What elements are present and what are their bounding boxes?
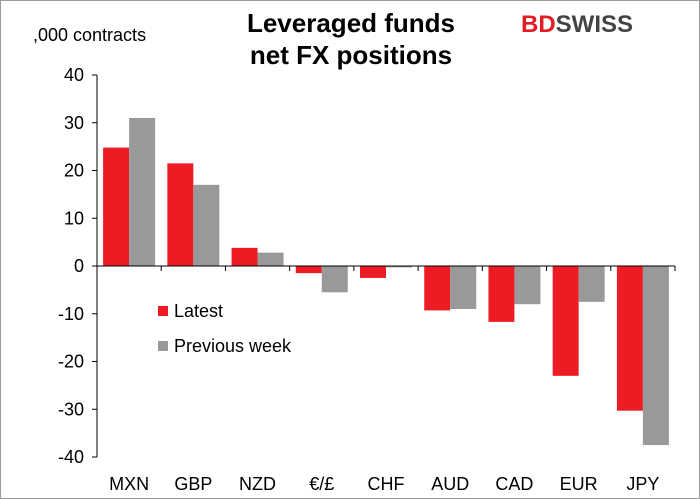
x-category-label: MXN bbox=[109, 474, 149, 494]
bar-previous-week-5 bbox=[450, 266, 477, 309]
x-category-label: GBP bbox=[174, 474, 212, 494]
bar-previous-week-7 bbox=[578, 266, 605, 302]
y-tick-label: 10 bbox=[64, 208, 84, 228]
legend-label-latest: Latest bbox=[174, 301, 223, 321]
legend-label-previous-week: Previous week bbox=[174, 336, 292, 356]
bar-previous-week-3 bbox=[321, 266, 348, 293]
chart-title: Leveraged funds net FX positions bbox=[151, 7, 551, 71]
bdswiss-logo: BDSWISS bbox=[521, 11, 633, 39]
bar-previous-week-6 bbox=[514, 266, 541, 305]
bar-latest-5 bbox=[424, 266, 451, 311]
bar-previous-week-1 bbox=[193, 184, 220, 266]
y-tick-label: -20 bbox=[58, 352, 84, 372]
chart-title-line-2: net FX positions bbox=[249, 40, 453, 70]
legend-swatch-previous-week bbox=[158, 341, 168, 351]
y-tick-label: -30 bbox=[58, 399, 84, 419]
bar-previous-week-4 bbox=[386, 266, 412, 268]
y-axis-unit-label: ,000 contracts bbox=[33, 25, 147, 45]
bar-latest-4 bbox=[360, 266, 386, 278]
x-category-label: €/£ bbox=[309, 474, 334, 494]
bar-previous-week-2 bbox=[257, 252, 284, 266]
y-tick-label: 20 bbox=[64, 161, 84, 181]
x-category-label: EUR bbox=[560, 474, 598, 494]
legend-swatch-latest bbox=[158, 306, 168, 316]
x-category-label: AUD bbox=[431, 474, 469, 494]
bar-latest-7 bbox=[552, 266, 579, 376]
y-tick-label: 0 bbox=[74, 256, 84, 276]
bar-latest-2 bbox=[231, 247, 258, 266]
x-category-label: NZD bbox=[239, 474, 276, 494]
bar-latest-8 bbox=[616, 266, 643, 411]
bar-latest-3 bbox=[295, 266, 322, 274]
chart-title-line-1: Leveraged funds bbox=[246, 8, 456, 38]
bar-previous-week-0 bbox=[129, 117, 156, 266]
y-tick-label: -40 bbox=[58, 447, 84, 467]
bar-previous-week-8 bbox=[642, 266, 669, 446]
logo-swiss-text: SWISS bbox=[555, 11, 634, 38]
x-category-label: JPY bbox=[626, 474, 659, 494]
bar-latest-1 bbox=[167, 163, 194, 266]
x-category-label: CAD bbox=[495, 474, 533, 494]
x-category-label: CHF bbox=[368, 474, 405, 494]
y-tick-label: 40 bbox=[64, 65, 84, 85]
logo-bd-text: BD bbox=[521, 11, 556, 38]
y-tick-label: -10 bbox=[58, 304, 84, 324]
bar-latest-6 bbox=[488, 266, 515, 322]
y-tick-label: 30 bbox=[64, 113, 84, 133]
bar-latest-0 bbox=[103, 147, 130, 266]
